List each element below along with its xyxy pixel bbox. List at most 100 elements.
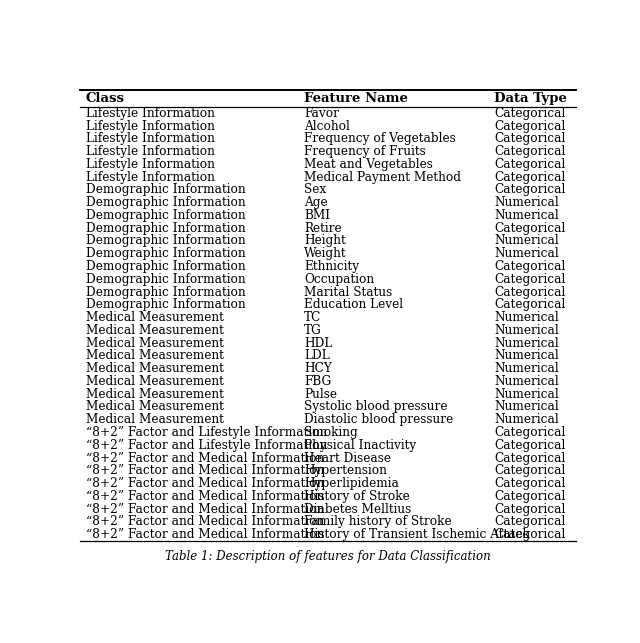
Text: “8+2” Factor and Medical Information: “8+2” Factor and Medical Information [86, 528, 324, 541]
Text: Frequency of Vegetables: Frequency of Vegetables [304, 132, 456, 145]
Text: Lifestyle Information: Lifestyle Information [86, 120, 215, 132]
Text: Categorical: Categorical [494, 145, 566, 158]
Text: Lifestyle Information: Lifestyle Information [86, 158, 215, 171]
Text: Family history of Stroke: Family history of Stroke [304, 516, 452, 529]
Text: Numerical: Numerical [494, 311, 559, 324]
Text: Physical Inactivity: Physical Inactivity [304, 439, 417, 452]
Text: Demographic Information: Demographic Information [86, 183, 246, 196]
Text: Education Level: Education Level [304, 298, 403, 311]
Text: Lifestyle Information: Lifestyle Information [86, 107, 215, 120]
Text: Frequency of Fruits: Frequency of Fruits [304, 145, 426, 158]
Text: HCY: HCY [304, 362, 332, 375]
Text: Heart Disease: Heart Disease [304, 451, 391, 464]
Text: Medical Measurement: Medical Measurement [86, 362, 224, 375]
Text: Medical Payment Method: Medical Payment Method [304, 170, 461, 184]
Text: Favor: Favor [304, 107, 339, 120]
Text: “8+2” Factor and Medical Information: “8+2” Factor and Medical Information [86, 490, 324, 503]
Text: Categorical: Categorical [494, 516, 566, 529]
Text: Lifestyle Information: Lifestyle Information [86, 132, 215, 145]
Text: Medical Measurement: Medical Measurement [86, 413, 224, 426]
Text: Categorical: Categorical [494, 260, 566, 273]
Text: Categorical: Categorical [494, 158, 566, 171]
Text: Age: Age [304, 196, 328, 209]
Text: Numerical: Numerical [494, 375, 559, 388]
Text: History of Stroke: History of Stroke [304, 490, 410, 503]
Text: Medical Measurement: Medical Measurement [86, 349, 224, 363]
Text: Demographic Information: Demographic Information [86, 298, 246, 311]
Text: Alcohol: Alcohol [304, 120, 350, 132]
Text: Pulse: Pulse [304, 388, 337, 401]
Text: BMI: BMI [304, 209, 330, 222]
Text: Categorical: Categorical [494, 120, 566, 132]
Text: “8+2” Factor and Lifestyle Information: “8+2” Factor and Lifestyle Information [86, 439, 327, 452]
Text: Categorical: Categorical [494, 490, 566, 503]
Text: Numerical: Numerical [494, 349, 559, 363]
Text: Smoking: Smoking [304, 426, 358, 439]
Text: Categorical: Categorical [494, 464, 566, 477]
Text: Lifestyle Information: Lifestyle Information [86, 170, 215, 184]
Text: Demographic Information: Demographic Information [86, 247, 246, 260]
Text: Marital Status: Marital Status [304, 285, 392, 298]
Text: Numerical: Numerical [494, 324, 559, 337]
Text: Numerical: Numerical [494, 401, 559, 413]
Text: “8+2” Factor and Lifestyle Information: “8+2” Factor and Lifestyle Information [86, 426, 327, 439]
Text: Numerical: Numerical [494, 247, 559, 260]
Text: Sex: Sex [304, 183, 326, 196]
Text: Numerical: Numerical [494, 196, 559, 209]
Text: Numerical: Numerical [494, 209, 559, 222]
Text: Demographic Information: Demographic Information [86, 285, 246, 298]
Text: Numerical: Numerical [494, 235, 559, 248]
Text: Hypertension: Hypertension [304, 464, 387, 477]
Text: “8+2” Factor and Medical Information: “8+2” Factor and Medical Information [86, 464, 324, 477]
Text: Medical Measurement: Medical Measurement [86, 375, 224, 388]
Text: Occupation: Occupation [304, 273, 374, 285]
Text: “8+2” Factor and Medical Information: “8+2” Factor and Medical Information [86, 516, 324, 529]
Text: LDL: LDL [304, 349, 330, 363]
Text: Medical Measurement: Medical Measurement [86, 324, 224, 337]
Text: Systolic blood pressure: Systolic blood pressure [304, 401, 448, 413]
Text: Categorical: Categorical [494, 503, 566, 516]
Text: Medical Measurement: Medical Measurement [86, 311, 224, 324]
Text: Categorical: Categorical [494, 528, 566, 541]
Text: Categorical: Categorical [494, 477, 566, 490]
Text: Demographic Information: Demographic Information [86, 273, 246, 285]
Text: Categorical: Categorical [494, 426, 566, 439]
Text: Lifestyle Information: Lifestyle Information [86, 145, 215, 158]
Text: FBG: FBG [304, 375, 332, 388]
Text: Table 1: Description of features for Data Classification: Table 1: Description of features for Dat… [165, 550, 491, 563]
Text: Height: Height [304, 235, 346, 248]
Text: HDL: HDL [304, 337, 333, 350]
Text: Medical Measurement: Medical Measurement [86, 401, 224, 413]
Text: Numerical: Numerical [494, 388, 559, 401]
Text: Medical Measurement: Medical Measurement [86, 388, 224, 401]
Text: Numerical: Numerical [494, 413, 559, 426]
Text: Categorical: Categorical [494, 132, 566, 145]
Text: Weight: Weight [304, 247, 347, 260]
Text: Categorical: Categorical [494, 273, 566, 285]
Text: Medical Measurement: Medical Measurement [86, 337, 224, 350]
Text: Demographic Information: Demographic Information [86, 209, 246, 222]
Text: Categorical: Categorical [494, 298, 566, 311]
Text: Categorical: Categorical [494, 451, 566, 464]
Text: Meat and Vegetables: Meat and Vegetables [304, 158, 433, 171]
Text: History of Transient Ischemic Attack: History of Transient Ischemic Attack [304, 528, 530, 541]
Text: Data Type: Data Type [494, 92, 567, 105]
Text: “8+2” Factor and Medical Information: “8+2” Factor and Medical Information [86, 503, 324, 516]
Text: Categorical: Categorical [494, 170, 566, 184]
Text: TG: TG [304, 324, 322, 337]
Text: Diabetes Melltius: Diabetes Melltius [304, 503, 412, 516]
Text: Diastolic blood pressure: Diastolic blood pressure [304, 413, 454, 426]
Text: Categorical: Categorical [494, 285, 566, 298]
Text: “8+2” Factor and Medical Information: “8+2” Factor and Medical Information [86, 451, 324, 464]
Text: Numerical: Numerical [494, 337, 559, 350]
Text: Demographic Information: Demographic Information [86, 260, 246, 273]
Text: Retire: Retire [304, 222, 342, 235]
Text: Demographic Information: Demographic Information [86, 235, 246, 248]
Text: TC: TC [304, 311, 321, 324]
Text: Categorical: Categorical [494, 439, 566, 452]
Text: Ethnicity: Ethnicity [304, 260, 359, 273]
Text: Categorical: Categorical [494, 107, 566, 120]
Text: Hyperlipidemia: Hyperlipidemia [304, 477, 399, 490]
Text: Categorical: Categorical [494, 222, 566, 235]
Text: Categorical: Categorical [494, 183, 566, 196]
